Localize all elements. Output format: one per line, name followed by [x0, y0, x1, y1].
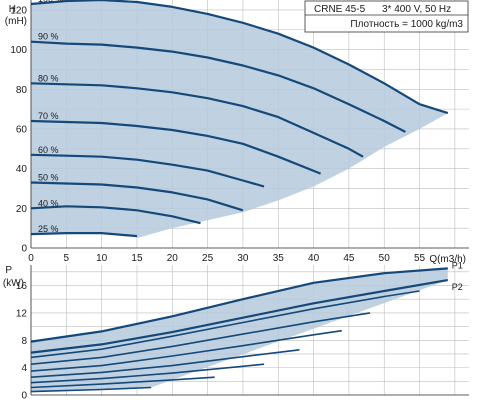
series-label: 70 %: [38, 111, 59, 121]
power-chart-curves: [30, 267, 448, 393]
info-density: Плотность = 1000 kg/m3: [350, 19, 463, 30]
series-label: P1: [452, 260, 463, 270]
info-supply: 3* 400 V, 50 Hz: [382, 4, 451, 15]
series-line: [30, 312, 371, 365]
head-chart-operating-area: [31, 0, 448, 239]
info-model: CRNE 45-5: [314, 4, 366, 15]
y-tick-label: 0: [21, 244, 27, 255]
series-line: [30, 40, 406, 133]
y-tick-label: 12: [16, 308, 28, 319]
y-tick-label: 0: [21, 391, 27, 400]
x-tick-label: 55: [414, 253, 426, 264]
head-chart-axes: 0 20 40 60 80 100 120 0 5 10 15 20 25 30 35 40 45 50 55: [10, 0, 469, 264]
series-line: [30, 153, 265, 188]
x-tick-label: 25: [202, 253, 214, 264]
series-line: [30, 329, 342, 372]
flow-axis-label: Q(m3/h): [429, 254, 466, 265]
series-label: 40 %: [38, 198, 59, 208]
series-line: [30, 267, 448, 343]
x-tick-label: 50: [379, 253, 391, 264]
power-chart-curve-labels: P1 P2: [452, 260, 463, 292]
head-chart-curves: [30, 0, 449, 238]
series-line: [30, 181, 244, 212]
series-line: [30, 279, 448, 354]
power-axis-label: P: [5, 265, 12, 276]
series-label: 60 %: [38, 145, 59, 155]
x-tick-label: 30: [237, 253, 249, 264]
head-axis-label: H: [9, 4, 16, 15]
x-tick-label: 0: [28, 253, 34, 264]
series-line: [30, 290, 420, 359]
power-chart-axes: 0 4 8 12 16: [16, 265, 469, 400]
series-line: [30, 386, 152, 393]
info-box: CRNE 45-5 3* 400 V, 50 Hz Плотность = 10…: [304, 0, 469, 33]
head-chart-curve-labels: 100 % 90 % 80 % 70 % 60 % 50 % 40 % 25 %: [38, 0, 64, 234]
y-tick-label: 20: [16, 204, 28, 215]
y-tick-label: 4: [21, 363, 27, 374]
x-tick-label: 20: [167, 253, 179, 264]
head-axis-unit: (mH): [5, 16, 27, 27]
y-tick-label: 100: [10, 45, 27, 56]
series-label: 25 %: [38, 224, 59, 234]
series-line: [30, 0, 449, 115]
series-label: 80 %: [38, 73, 59, 83]
series-line: [30, 232, 138, 238]
y-tick-label: 80: [16, 85, 28, 96]
series-line: [30, 82, 364, 158]
y-tick-label: 120: [10, 5, 27, 16]
series-line: [30, 376, 215, 389]
x-tick-label: 15: [131, 253, 143, 264]
power-axis-unit: (kW): [3, 278, 24, 289]
series-label: 50 %: [38, 173, 59, 183]
x-tick-label: 5: [64, 253, 70, 264]
series-line: [30, 363, 265, 384]
x-tick-label: 40: [308, 253, 320, 264]
x-tick-label: 10: [96, 253, 108, 264]
series-line: [30, 119, 322, 175]
y-tick-label: 16: [16, 281, 28, 292]
series-line: [30, 205, 201, 225]
series-line: [30, 349, 300, 378]
x-tick-label: 45: [343, 253, 355, 264]
y-tick-label: 40: [16, 164, 28, 175]
operating-area: [31, 0, 448, 239]
series-label: 100 %: [38, 0, 64, 4]
x-tick-label: 35: [273, 253, 285, 264]
y-tick-label: 8: [21, 336, 27, 347]
y-tick-label: 60: [16, 124, 28, 135]
series-label: 90 %: [38, 32, 59, 42]
series-label: P2: [452, 282, 463, 292]
